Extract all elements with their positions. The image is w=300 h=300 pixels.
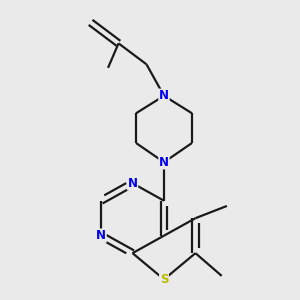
- Text: S: S: [160, 273, 168, 286]
- Text: N: N: [159, 156, 169, 169]
- Text: N: N: [159, 89, 169, 102]
- Text: N: N: [96, 229, 106, 242]
- Text: N: N: [128, 177, 137, 190]
